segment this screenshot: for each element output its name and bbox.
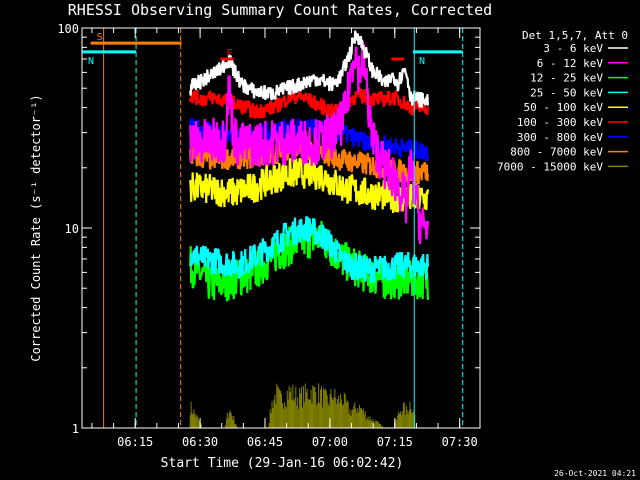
legend-label: 800 - 7000 keV: [510, 146, 603, 159]
x-tick-label: 06:30: [182, 435, 218, 449]
footer-date: 26-Oct-2021 04:21: [554, 469, 636, 478]
x-tick-label: 06:15: [117, 435, 153, 449]
x-axis-label: Start Time (29-Jan-16 06:02:42): [161, 456, 404, 471]
y-axis-label: Corrected Count Rate (s⁻¹ detector⁻¹): [29, 94, 43, 361]
chart-axes: S N N F 1 10 100 06:15 06:30 06:45 07:00 07:15 07:30: [57, 22, 481, 449]
series-line: [189, 41, 429, 245]
x-tick-label: 07:30: [442, 435, 478, 449]
chart-title: RHESSI Observing Summary Count Rates, Co…: [68, 1, 492, 19]
legend-label: 100 - 300 keV: [517, 116, 603, 129]
legend-label: 6 - 12 keV: [537, 57, 604, 70]
legend-label: 50 - 100 keV: [524, 101, 604, 114]
y-tick-label: 100: [57, 22, 79, 36]
legend-label: 3 - 6 keV: [543, 42, 603, 55]
interval-label: F: [226, 48, 232, 59]
legend-label: 300 - 800 keV: [517, 131, 603, 144]
series-line: [189, 216, 429, 284]
series-line: [189, 86, 429, 119]
x-tick-label: 07:15: [377, 435, 413, 449]
legend-label: 7000 - 15000 keV: [497, 160, 603, 173]
series-25-50-kev: [189, 216, 429, 284]
chart-legend: Det 1,5,7, Att 0 3 - 6 keV 6 - 12 keV 12 -…: [497, 29, 628, 173]
series-line: [189, 157, 429, 213]
interval-label: N: [88, 56, 94, 67]
series-3-6-kev: [189, 30, 429, 108]
interval-label: S: [97, 32, 103, 43]
series-50-100-kev: [189, 157, 429, 213]
series-line: [189, 30, 429, 108]
x-tick-label: 06:45: [247, 435, 283, 449]
x-tick-label: 07:00: [312, 435, 348, 449]
legend-label: 12 - 25 keV: [530, 72, 603, 85]
y-tick-label: 10: [65, 222, 79, 236]
interval-label: N: [419, 56, 425, 67]
legend-header: Det 1,5,7, Att 0: [522, 29, 628, 42]
series-100-300-kev: [189, 86, 429, 119]
y-tick-label: 1: [72, 422, 79, 436]
series-6-12-kev: [189, 41, 429, 245]
legend-label: 25 - 50 keV: [530, 86, 603, 99]
